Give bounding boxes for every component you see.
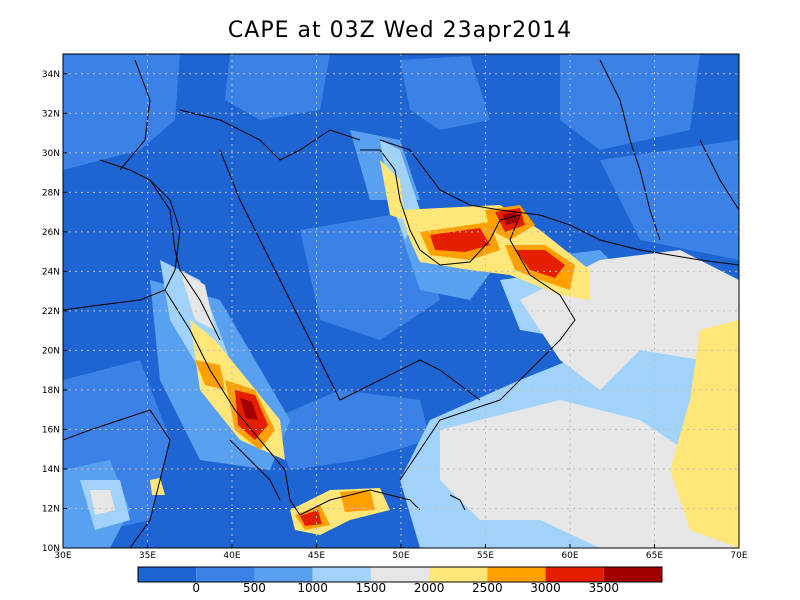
colorbar-label: 3500 (589, 581, 620, 595)
colorbar-label: 2000 (414, 581, 445, 595)
x-tick-label: 60E (561, 551, 578, 561)
y-tick-label: 30N (42, 149, 60, 159)
colorbar-swatch (429, 567, 488, 582)
lat-lon-grid (63, 54, 739, 548)
y-tick-label: 18N (42, 386, 60, 396)
y-tick-label: 20N (42, 346, 60, 356)
colorbar-swatch (312, 567, 371, 582)
y-tick-label: 22N (42, 307, 60, 317)
y-tick-label: 10N (42, 544, 60, 554)
colorbar-frame (137, 566, 663, 583)
colorbar-swatch (138, 567, 197, 582)
colorbar-label: 500 (243, 581, 266, 595)
y-tick-label: 32N (42, 109, 60, 119)
y-tick-label: 28N (42, 188, 60, 198)
x-tick-label: 30E (54, 551, 71, 561)
colorbar-label: 1500 (356, 581, 387, 595)
colorbar-swatch (370, 567, 430, 582)
colorbar-swatch (603, 567, 662, 582)
colorbar-label: 0 (192, 581, 200, 595)
colorbar-swatch (487, 567, 546, 582)
y-tick-label: 26N (42, 228, 60, 238)
y-tick-label: 34N (42, 70, 60, 80)
y-tick-label: 14N (42, 465, 60, 475)
colorbar: 0 500 1000 1500 2000 2500 3000 3500 (137, 566, 663, 595)
y-tick-label: 24N (42, 267, 60, 277)
axis-ticks: 30E 35E 40E 45E 50E 55E 60E 65E 70E 10N 12N 14N 16N 1… (42, 70, 748, 561)
y-tick-label: 16N (42, 425, 60, 435)
colorbar-swatch (545, 567, 604, 582)
colorbar-swatch (254, 567, 313, 582)
x-tick-label: 35E (139, 551, 156, 561)
colorbar-label: 2500 (472, 581, 503, 595)
x-tick-label: 45E (308, 551, 325, 561)
colorbar-label: 1000 (297, 581, 328, 595)
colorbar-swatch (196, 567, 255, 582)
x-tick-label: 55E (477, 551, 494, 561)
x-tick-label: 50E (392, 551, 409, 561)
x-tick-label: 65E (646, 551, 663, 561)
colorbar-label: 3000 (530, 581, 561, 595)
y-tick-label: 12N (42, 504, 60, 514)
x-tick-label: 40E (223, 551, 240, 561)
x-tick-label: 70E (730, 551, 747, 561)
map-title: CAPE at 03Z Wed 23apr2014 (227, 18, 573, 43)
